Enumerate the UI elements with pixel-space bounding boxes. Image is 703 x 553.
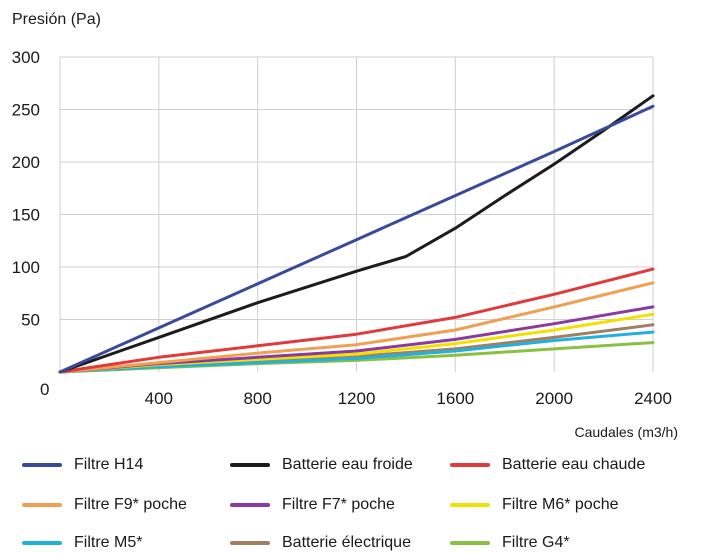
x-axis-label: Caudales (m3/h) [575,424,679,440]
y-origin-label: 0 [40,380,49,399]
series-line [58,330,655,374]
grid [59,56,654,372]
x-tick-label: 1600 [436,389,474,408]
series-line [58,94,655,374]
x-tick-label: 1200 [338,389,376,408]
series-line [58,267,655,374]
y-axis-label: Presión (Pa) [12,11,101,28]
y-tick-label: 150 [12,206,40,225]
y-tick-label: 300 [12,48,40,67]
series-line [58,104,655,374]
x-tick-label: 800 [243,389,271,408]
series-line [58,281,655,374]
x-tick-label: 2000 [535,389,573,408]
tick-labels: 50 100 150 200 250 300 400 800 1200 1600 2000 2400 [12,48,672,408]
y-tick-label: 200 [12,153,40,172]
x-tick-label: 2400 [634,389,672,408]
y-tick-label: 100 [12,258,40,277]
y-tick-label: 50 [21,311,40,330]
x-tick-label: 400 [145,389,173,408]
y-tick-label: 250 [12,101,40,120]
series-lines [58,94,655,374]
